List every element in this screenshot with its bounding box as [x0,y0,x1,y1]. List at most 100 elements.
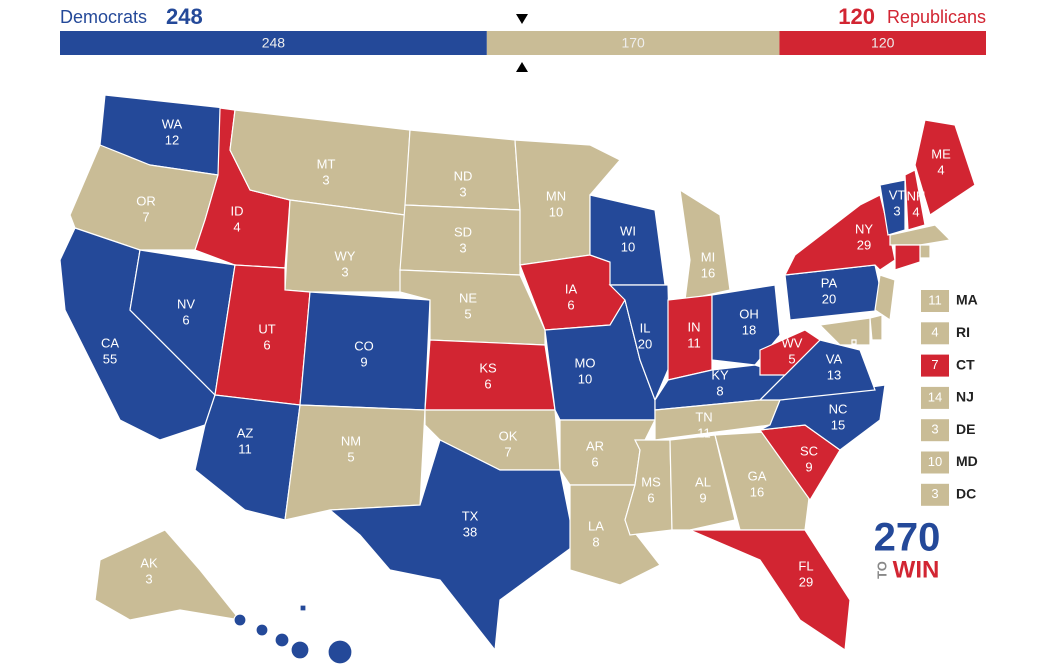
state [889,224,952,246]
state-abbr: ND [454,168,473,183]
legend-abbr: MD [956,453,978,469]
state-abbr: HI [316,628,329,643]
state-votes: 4 [912,204,919,219]
state-abbr: KS [479,360,497,375]
tally-bar: 248 170 120 [60,31,986,55]
state-votes: 5 [464,306,471,321]
state-votes: 4 [937,162,944,177]
state [894,244,921,271]
state-votes: 3 [145,571,152,586]
state-votes: 18 [742,322,756,337]
state [919,244,931,259]
state-votes: 55 [103,351,117,366]
state-votes: 38 [463,524,477,539]
state-abbr: TN [695,409,712,424]
legend-votes: 11 [928,292,942,307]
state-abbr: WI [620,223,636,238]
state [284,404,426,521]
state-votes: 3 [341,264,348,279]
state-votes: 20 [638,336,652,351]
state-abbr: CO [354,338,374,353]
rep-total: 120 [838,4,875,29]
state-abbr: OR [136,193,156,208]
state-votes: 3 [459,240,466,255]
small-state-legend: 11 MA 4 RI 7 CT 14 NJ 3 DE 10 MD 3 DC [921,290,978,506]
state-votes: 13 [827,367,841,382]
state-abbr: NM [341,433,361,448]
logo-win: WIN [893,556,940,583]
island [327,639,353,665]
state-votes: 7 [504,444,511,459]
state-abbr: UT [258,321,275,336]
state-abbr: NY [855,221,873,236]
state-votes: 9 [805,459,812,474]
state [851,339,857,345]
state-votes: 16 [701,265,715,280]
state-votes: 5 [788,351,795,366]
state-abbr: VA [826,351,843,366]
tally-segment [779,31,986,55]
state-votes: 8 [592,534,599,549]
state-abbr: MT [317,156,336,171]
state-abbr: IN [688,319,701,334]
state [194,394,301,521]
state-votes: 16 [750,484,764,499]
state-votes: 6 [647,490,654,505]
map [59,94,976,665]
legend-box [921,483,949,506]
state [299,604,307,612]
state-abbr: WY [335,248,356,263]
state-votes: 9 [360,354,367,369]
state-votes: 6 [484,376,491,391]
legend-box [921,322,949,345]
state-abbr: OH [739,306,759,321]
state [284,199,406,293]
tally-segment-label: 170 [621,35,645,51]
state-votes: 7 [142,209,149,224]
state-abbr: PA [821,275,838,290]
state-abbr: NV [177,296,195,311]
state-abbr: AZ [237,425,254,440]
legend-abbr: MA [956,292,978,308]
legend-votes: 14 [928,389,942,404]
state-abbr: WA [162,116,183,131]
state-abbr: OK [499,428,518,443]
state [904,169,926,231]
state-abbr: SD [454,224,472,239]
state-abbr: ME [931,146,951,161]
state-votes: 6 [182,312,189,327]
state-votes: 3 [893,203,900,218]
state-votes: 10 [549,204,563,219]
state-votes: 11 [238,441,252,456]
state [879,179,906,236]
state-abbr: WV [782,335,803,350]
state-abbr: FL [798,558,813,573]
state [399,204,521,276]
state-abbr: MN [546,188,566,203]
state-votes: 5 [347,449,354,464]
logo: 270 TO WIN [874,516,941,584]
state [874,274,896,322]
state-abbr: AL [695,474,711,489]
state-votes: 12 [165,132,179,147]
state-votes: 4 [318,644,325,659]
state-abbr: NE [459,290,477,305]
state-abbr: AR [586,438,604,453]
state-votes: 10 [621,239,635,254]
tally-segment-label: 248 [262,35,286,51]
state-abbr: NC [829,401,848,416]
state-votes: 11 [687,335,701,350]
state-abbr: MI [701,249,715,264]
marker-top [516,14,528,24]
state-votes: 9 [699,490,706,505]
legend-abbr: DC [956,486,976,502]
dem-total: 248 [166,4,203,29]
legend-votes: 10 [928,454,942,469]
state [94,529,242,621]
state-votes: 3 [459,184,466,199]
state [914,119,976,216]
state-abbr: AK [140,555,158,570]
legend-box [921,386,949,409]
legend-abbr: RI [956,324,970,340]
